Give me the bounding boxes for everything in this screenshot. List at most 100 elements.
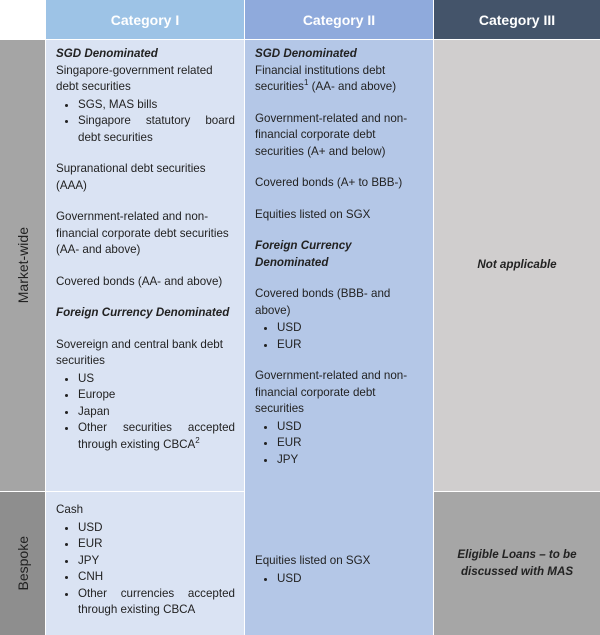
item-block: Financial institutions debt securities1 … xyxy=(255,63,424,96)
section-heading: Foreign Currency Denominated xyxy=(255,239,352,269)
bullet-list: USD EUR JPY CNH Other currencies accepted th… xyxy=(56,520,235,619)
section-heading: SGD Denominated xyxy=(255,47,357,60)
item-block: Covered bonds (A+ to BBB-) xyxy=(255,175,424,192)
bullet-list: USD EUR JPY xyxy=(255,419,424,469)
bullet-text: Singapore statutory board debt securitie… xyxy=(78,114,235,144)
bullet-item: Singapore statutory board debt securitie… xyxy=(78,113,235,146)
item-text: Covered bonds (BBB- and above) xyxy=(255,286,424,319)
item-text: Equities listed on SGX xyxy=(255,207,424,224)
bullet-item: USD xyxy=(78,520,235,537)
item-text: Sovereign and central bank debt securiti… xyxy=(56,337,223,368)
bullet-list: US Europe Japan Other securities accepted t… xyxy=(56,371,235,454)
column-header: Category III xyxy=(434,0,600,39)
bullet-list: SGS, MAS bills Singapore statutory board … xyxy=(56,97,235,147)
row-label-text: Bespoke xyxy=(14,536,31,591)
row-label: Market-wide xyxy=(0,40,45,491)
item-text: Equities listed on SGX xyxy=(255,207,371,221)
bullet-text: USD xyxy=(277,571,302,585)
cell: SGD Denominated Singapore-government rela… xyxy=(46,40,244,491)
cell: Cash USD EUR JPY CNH Other currencies accepte… xyxy=(46,492,244,635)
cell: Equities listed on SGX USD xyxy=(245,491,433,635)
item-block: Equities listed on SGX USD xyxy=(255,553,424,587)
item-block: Government-related and non-financial cor… xyxy=(255,111,424,161)
bullet-list: USD EUR xyxy=(255,320,424,353)
cell: SGD Denominated Financial institutions de… xyxy=(245,40,433,491)
item-block: Government-related and non-financial cor… xyxy=(56,209,235,259)
bullet-text: USD xyxy=(78,520,103,534)
bullet-item: CNH xyxy=(78,569,235,586)
bullet-text: Other currencies accepted through existi… xyxy=(78,586,235,617)
item-text: Government-related and non-financial cor… xyxy=(255,111,424,161)
bullet-text: Europe xyxy=(78,388,116,401)
item-text: Covered bonds (AA- and above) xyxy=(56,274,235,291)
item-text: Financial institutions debt securities1 … xyxy=(255,63,424,96)
item-text: (AA- and above) xyxy=(308,80,397,93)
bullet-text: US xyxy=(78,371,95,385)
bullet-item: Other currencies accepted through existi… xyxy=(78,586,235,619)
bullet-text: EUR xyxy=(277,436,302,449)
row-label: Bespoke xyxy=(0,492,45,635)
item-text: Cash xyxy=(56,503,84,516)
item-block: Covered bonds (AA- and above) xyxy=(56,274,235,291)
bullet-text: CNH xyxy=(78,570,104,583)
footnote-ref: 1 xyxy=(303,78,309,88)
item-text: Government-related and non-financial cor… xyxy=(255,111,408,158)
bullet-item: SGS, MAS bills xyxy=(78,97,235,114)
item-block: Sovereign and central bank debt securiti… xyxy=(56,337,235,454)
bullet-item: JPY xyxy=(78,553,235,570)
bullet-text: EUR xyxy=(277,337,302,351)
bullet-item: Europe xyxy=(78,387,235,404)
bullet-list: USD xyxy=(255,571,424,588)
footnote-ref: 2 xyxy=(195,435,200,445)
section-heading: Foreign Currency Denominated xyxy=(56,306,230,319)
item-text: Cash xyxy=(56,502,235,519)
cell: Not applicable xyxy=(434,40,600,491)
item-text: Singapore-government related debt securi… xyxy=(56,63,213,94)
section-heading: SGD Denominated xyxy=(56,47,158,60)
item-block: Supranational debt securities (AAA) xyxy=(56,161,235,194)
bullet-text: JPY xyxy=(78,553,100,567)
bullet-item: JPY xyxy=(277,452,424,469)
item-text: Covered bonds (A+ to BBB-) xyxy=(255,176,403,189)
item-text: Covered bonds (A+ to BBB-) xyxy=(255,175,424,192)
bullet-text: USD xyxy=(277,419,302,433)
bullet-item: US xyxy=(78,371,235,388)
bullet-item: USD xyxy=(277,320,424,337)
bullet-text: SGS, MAS bills xyxy=(78,97,158,111)
column-header: Category I xyxy=(46,0,244,39)
item-text: Singapore-government related debt securi… xyxy=(56,63,235,96)
emphasis-text: Not applicable xyxy=(477,258,557,272)
emphasis-text: Eligible Loans – to be discussed with MA… xyxy=(457,548,577,578)
bullet-text: Japan xyxy=(78,404,110,418)
item-text: Equities listed on SGX xyxy=(255,554,371,567)
item-block: Equities listed on SGX xyxy=(255,207,424,224)
bullet-item: EUR xyxy=(277,337,424,354)
bullet-text: USD xyxy=(277,321,302,334)
bullet-item: USD xyxy=(277,419,424,436)
item-text: Government-related and non-financial cor… xyxy=(56,210,229,256)
column-header: Category II xyxy=(245,0,433,39)
bullet-text: JPY xyxy=(277,452,299,466)
item-text: Supranational debt securities (AAA) xyxy=(56,161,235,194)
item-text: Sovereign and central bank debt securiti… xyxy=(56,337,235,370)
bullet-text: Other securities accepted through existi… xyxy=(78,421,235,451)
item-block: Cash USD EUR JPY CNH Other currencies accepte… xyxy=(56,502,235,619)
item-text: Covered bonds (AA- and above) xyxy=(56,274,223,288)
item-text: Government-related and non-financial cor… xyxy=(255,369,408,415)
bullet-item: Other securities accepted through existi… xyxy=(78,420,235,453)
item-block: Singapore-government related debt securi… xyxy=(56,63,235,147)
item-block: Government-related and non-financial cor… xyxy=(255,368,424,468)
item-text: Covered bonds (BBB- and above) xyxy=(255,287,391,317)
row-label-text: Market-wide xyxy=(14,227,31,304)
cell: Eligible Loans – to be discussed with MA… xyxy=(434,492,600,635)
item-text: Government-related and non-financial cor… xyxy=(56,209,235,259)
bullet-text: EUR xyxy=(78,537,103,550)
item-text: Equities listed on SGX xyxy=(255,553,424,570)
bullet-item: EUR xyxy=(277,435,424,452)
item-text: Government-related and non-financial cor… xyxy=(255,368,424,418)
bullet-item: EUR xyxy=(78,536,235,553)
item-text: Supranational debt securities (AAA) xyxy=(56,162,206,192)
bullet-item: USD xyxy=(277,571,424,588)
item-block: Covered bonds (BBB- and above) USD EUR xyxy=(255,286,424,353)
